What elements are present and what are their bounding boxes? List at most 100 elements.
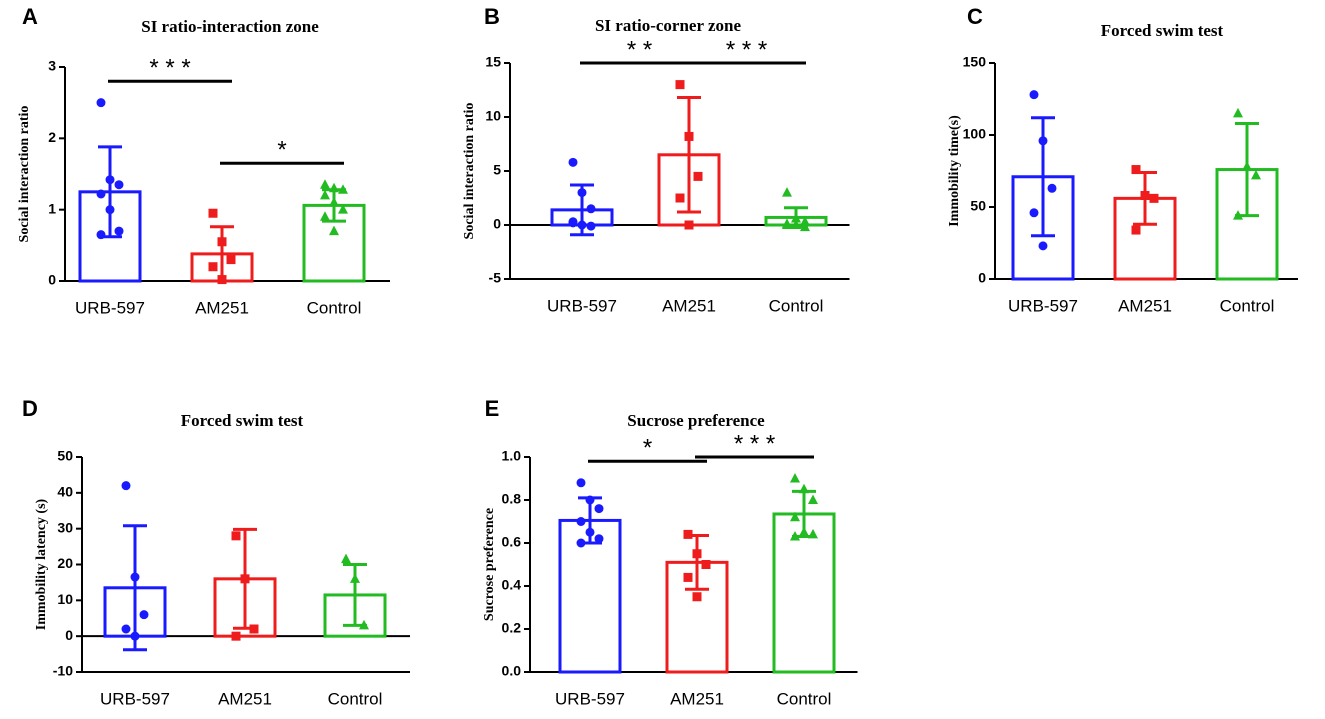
data-point xyxy=(790,473,800,483)
x-tick-label: URB-597 xyxy=(547,296,617,315)
data-point xyxy=(1242,161,1252,171)
data-point xyxy=(320,211,330,221)
y-axis-label: Immobility latency (s) xyxy=(34,498,49,630)
data-point xyxy=(692,549,702,559)
data-point xyxy=(585,527,595,537)
data-point xyxy=(226,255,236,265)
data-point xyxy=(568,157,578,167)
data-point xyxy=(1038,241,1048,251)
y-tick-label: 1.0 xyxy=(502,448,522,464)
data-point xyxy=(320,179,330,189)
data-point xyxy=(139,610,149,620)
data-point xyxy=(594,534,604,544)
data-point xyxy=(586,221,596,231)
data-point xyxy=(791,219,801,229)
data-point xyxy=(808,528,818,539)
chart-title: Sucrose preference xyxy=(627,411,765,430)
error-bar xyxy=(677,96,701,214)
data-point xyxy=(800,216,810,226)
data-point xyxy=(208,262,218,272)
y-axis-label: Social interaction ratio xyxy=(462,103,477,240)
data-point xyxy=(586,204,596,214)
data-point xyxy=(568,218,578,228)
x-tick-label: AM251 xyxy=(1118,296,1172,315)
data-point xyxy=(130,631,140,641)
data-point xyxy=(782,187,792,197)
data-point xyxy=(249,624,259,634)
significance-label: * * * xyxy=(734,430,775,457)
data-point xyxy=(240,574,250,584)
y-tick-label: 0.6 xyxy=(502,534,522,550)
data-point xyxy=(1131,225,1141,235)
data-point xyxy=(684,131,694,141)
data-point xyxy=(1140,190,1150,200)
y-tick-label: 50 xyxy=(57,448,73,464)
data-point xyxy=(338,204,348,214)
data-point xyxy=(693,171,703,181)
data-point xyxy=(675,193,685,203)
y-tick-label: 0.4 xyxy=(502,577,522,593)
y-axis-label: Immobility time(s) xyxy=(947,115,962,227)
y-tick-label: -5 xyxy=(489,270,502,286)
data-point xyxy=(121,481,131,491)
data-point xyxy=(790,511,800,522)
data-point xyxy=(799,526,809,537)
y-tick-label: 0 xyxy=(978,270,986,286)
data-point xyxy=(782,219,792,229)
data-point xyxy=(1131,165,1141,175)
chart-title: Forced swim test xyxy=(1101,21,1224,40)
y-tick-label: 0.8 xyxy=(502,491,522,507)
panel-label: C xyxy=(967,4,983,29)
y-tick-label: 0 xyxy=(48,272,56,288)
data-point xyxy=(114,226,124,236)
x-tick-label: AM251 xyxy=(670,689,724,708)
data-point xyxy=(217,237,227,247)
y-tick-label: 15 xyxy=(485,54,501,70)
data-point xyxy=(576,538,586,548)
panel-label: A xyxy=(22,4,38,29)
x-tick-label: URB-597 xyxy=(555,689,625,708)
significance-label: * xyxy=(277,137,286,164)
significance-label: * * * xyxy=(726,36,767,63)
y-tick-label: 2 xyxy=(48,129,56,145)
data-point xyxy=(1047,183,1057,193)
y-tick-label: 10 xyxy=(57,591,73,607)
data-point xyxy=(594,504,604,514)
data-point xyxy=(684,220,694,230)
data-point xyxy=(799,483,809,494)
x-tick-label: Control xyxy=(328,689,383,708)
data-point xyxy=(800,221,810,232)
data-point xyxy=(350,573,360,583)
data-point xyxy=(329,197,339,207)
data-point xyxy=(114,180,124,190)
panel-label: E xyxy=(485,396,500,421)
chart-title: Forced swim test xyxy=(181,411,304,430)
y-tick-label: 50 xyxy=(970,198,986,214)
data-point xyxy=(320,189,330,200)
data-point xyxy=(217,275,227,285)
data-point xyxy=(208,208,218,218)
data-point xyxy=(231,631,241,641)
data-point xyxy=(701,560,711,569)
significance-label: * * * xyxy=(149,55,190,82)
data-point xyxy=(1233,107,1243,118)
data-point xyxy=(585,495,595,505)
error-bar xyxy=(123,524,147,652)
y-tick-label: 0.2 xyxy=(502,620,522,636)
data-point xyxy=(790,531,800,541)
y-tick-label: 0.0 xyxy=(502,663,522,679)
data-point xyxy=(1038,136,1048,146)
data-point xyxy=(329,225,339,236)
data-point xyxy=(105,175,115,185)
data-point xyxy=(576,517,586,526)
data-point xyxy=(1029,208,1039,218)
data-point xyxy=(675,80,685,90)
y-tick-label: 3 xyxy=(48,58,56,74)
data-point xyxy=(577,220,587,230)
data-point xyxy=(359,619,369,630)
x-tick-label: Control xyxy=(769,296,824,315)
data-point xyxy=(96,98,106,108)
chart-title: SI ratio-interaction zone xyxy=(141,17,319,36)
y-tick-label: 40 xyxy=(57,484,73,500)
